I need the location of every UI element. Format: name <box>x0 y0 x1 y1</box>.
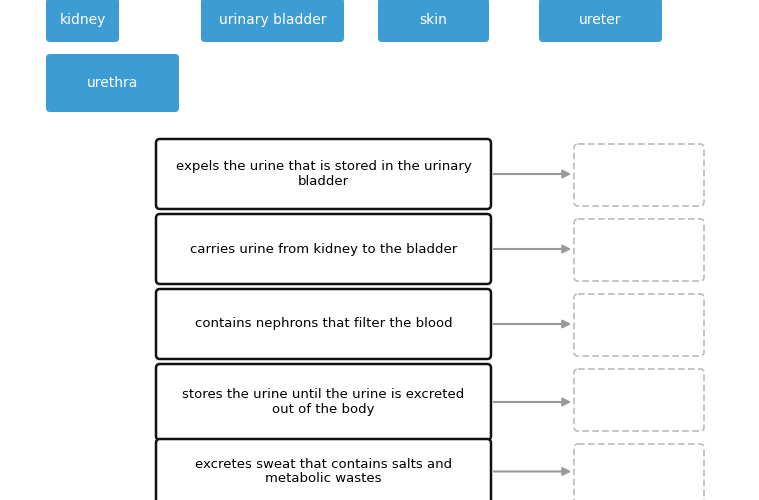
Text: expels the urine that is stored in the urinary
bladder: expels the urine that is stored in the u… <box>175 160 471 188</box>
Text: contains nephrons that filter the blood: contains nephrons that filter the blood <box>195 318 452 330</box>
FancyBboxPatch shape <box>539 0 662 42</box>
FancyBboxPatch shape <box>574 444 704 500</box>
Text: carries urine from kidney to the bladder: carries urine from kidney to the bladder <box>190 242 457 256</box>
Text: kidney: kidney <box>59 13 106 27</box>
FancyBboxPatch shape <box>574 144 704 206</box>
FancyBboxPatch shape <box>201 0 344 42</box>
Text: urethra: urethra <box>87 76 138 90</box>
FancyBboxPatch shape <box>574 219 704 281</box>
FancyBboxPatch shape <box>46 54 179 112</box>
FancyBboxPatch shape <box>378 0 489 42</box>
FancyBboxPatch shape <box>46 0 119 42</box>
FancyBboxPatch shape <box>574 369 704 431</box>
FancyBboxPatch shape <box>156 289 491 359</box>
FancyBboxPatch shape <box>156 214 491 284</box>
FancyBboxPatch shape <box>574 294 704 356</box>
Text: urinary bladder: urinary bladder <box>219 13 326 27</box>
Text: ureter: ureter <box>579 13 622 27</box>
Text: excretes sweat that contains salts and
metabolic wastes: excretes sweat that contains salts and m… <box>195 458 452 485</box>
FancyBboxPatch shape <box>156 439 491 500</box>
FancyBboxPatch shape <box>156 364 491 440</box>
FancyBboxPatch shape <box>156 139 491 209</box>
Text: stores the urine until the urine is excreted
out of the body: stores the urine until the urine is excr… <box>182 388 465 416</box>
Text: skin: skin <box>420 13 448 27</box>
